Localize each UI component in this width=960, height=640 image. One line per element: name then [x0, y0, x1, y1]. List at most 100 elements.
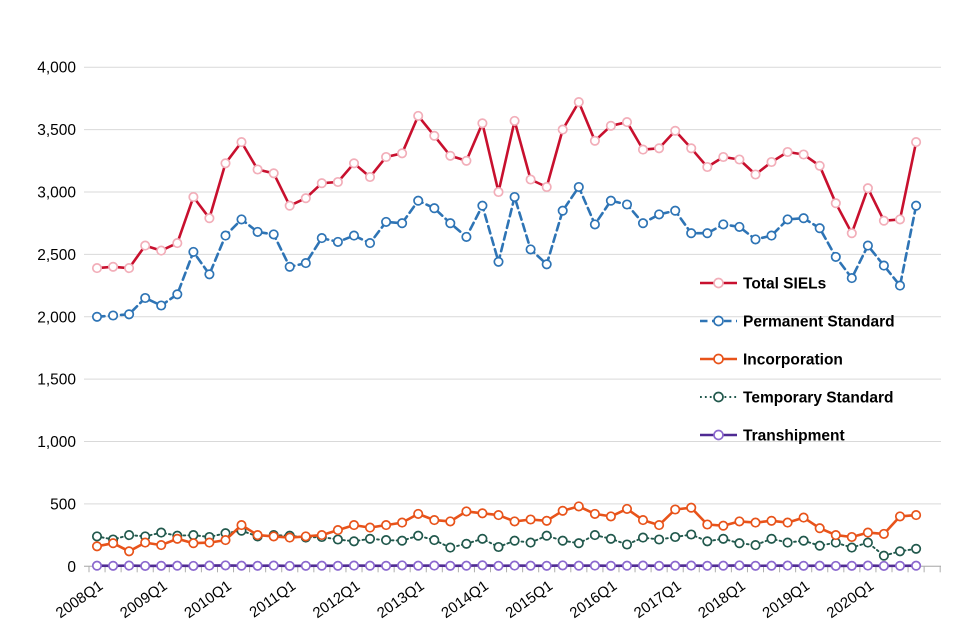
- legend-marker: [713, 315, 724, 327]
- data-point-permanent-standard: [830, 251, 841, 262]
- data-point-transhipment: [830, 560, 841, 571]
- data-point-temporary-standard: [573, 538, 584, 549]
- data-point-temporary-standard: [477, 533, 488, 544]
- data-point-transhipment: [734, 560, 745, 571]
- data-point-permanent-standard: [734, 221, 745, 232]
- data-point-incorporation: [381, 520, 392, 531]
- data-point-total-siels: [718, 151, 729, 163]
- data-point-temporary-standard: [364, 533, 376, 544]
- data-point-temporary-standard: [911, 543, 922, 554]
- x-axis-tick-label: 2010Q1: [181, 577, 234, 622]
- data-point-transhipment: [605, 560, 616, 571]
- data-point-transhipment: [461, 560, 472, 571]
- data-point-temporary-standard: [766, 533, 777, 544]
- data-point-transhipment: [846, 560, 857, 571]
- y-axis-tick-label: 4,000: [37, 60, 76, 77]
- data-point-permanent-standard: [605, 195, 616, 206]
- data-point-transhipment: [702, 560, 713, 571]
- y-axis-tick-label: 500: [50, 496, 76, 513]
- data-point-permanent-standard: [332, 236, 343, 247]
- data-point-temporary-standard: [461, 538, 472, 549]
- data-point-incorporation: [718, 520, 729, 531]
- data-point-permanent-standard: [204, 269, 215, 280]
- data-point-total-siels: [798, 149, 809, 160]
- legend-item-incorporation: Incorporation: [700, 352, 843, 369]
- data-point-temporary-standard: [509, 535, 520, 546]
- data-point-incorporation: [300, 531, 311, 542]
- data-point-temporary-standard: [381, 535, 392, 546]
- data-point-transhipment: [541, 560, 552, 571]
- data-point-incorporation: [91, 541, 103, 552]
- legend-label: Temporary Standard: [743, 390, 893, 407]
- data-point-transhipment: [878, 560, 889, 571]
- data-point-total-siels: [525, 174, 536, 185]
- data-point-incorporation: [509, 516, 520, 527]
- data-point-temporary-standard: [862, 537, 873, 548]
- series-line-permanent-standard: [95, 185, 918, 319]
- data-point-permanent-standard: [268, 229, 279, 240]
- data-point-transhipment: [621, 560, 633, 571]
- series-line-transhipment: [95, 563, 918, 568]
- data-point-total-siels: [686, 143, 697, 154]
- data-point-incorporation: [316, 530, 327, 541]
- data-point-permanent-standard: [766, 230, 777, 241]
- data-point-temporary-standard: [718, 533, 729, 544]
- data-point-incorporation: [846, 531, 857, 543]
- data-point-permanent-standard: [702, 228, 713, 239]
- data-point-transhipment: [140, 560, 151, 571]
- data-point-temporary-standard: [91, 531, 103, 542]
- x-axis-tick-label: 2011Q1: [246, 577, 299, 621]
- y-axis-tick-label: 1,500: [37, 372, 76, 389]
- data-point-transhipment: [862, 560, 873, 571]
- data-point-transhipment: [718, 560, 729, 571]
- data-point-incorporation: [911, 510, 922, 521]
- legend-label: Permanent Standard: [743, 314, 895, 331]
- data-point-transhipment: [364, 560, 376, 571]
- legend-marker: [713, 277, 724, 289]
- data-point-transhipment: [91, 560, 103, 571]
- data-point-incorporation: [862, 527, 873, 538]
- data-point-incorporation: [140, 537, 151, 548]
- data-point-permanent-standard: [348, 230, 360, 241]
- data-point-transhipment: [156, 560, 167, 571]
- data-point-total-siels: [268, 168, 279, 179]
- data-point-temporary-standard: [894, 546, 906, 557]
- data-point-temporary-standard: [637, 532, 649, 543]
- data-point-temporary-standard: [124, 530, 135, 541]
- data-point-total-siels: [172, 238, 183, 249]
- data-point-incorporation: [332, 525, 343, 536]
- data-point-permanent-standard: [637, 218, 649, 229]
- data-point-total-siels: [654, 143, 665, 154]
- data-point-incorporation: [268, 531, 279, 542]
- data-point-temporary-standard: [493, 541, 504, 553]
- data-point-temporary-standard: [750, 540, 761, 551]
- data-point-incorporation: [156, 540, 167, 551]
- data-point-temporary-standard: [846, 542, 857, 553]
- data-point-permanent-standard: [686, 228, 697, 239]
- data-point-transhipment: [268, 560, 279, 571]
- data-point-incorporation: [621, 503, 633, 514]
- x-axis-tick-label: 2016Q1: [567, 577, 620, 622]
- data-point-permanent-standard: [557, 205, 568, 216]
- data-point-total-siels: [461, 155, 472, 166]
- data-point-total-siels: [589, 135, 600, 146]
- data-point-temporary-standard: [878, 550, 889, 561]
- data-point-permanent-standard: [220, 230, 231, 241]
- data-point-incorporation: [220, 535, 231, 546]
- data-point-incorporation: [108, 538, 119, 549]
- legend-marker: [713, 391, 724, 403]
- data-point-incorporation: [814, 523, 825, 534]
- data-point-total-siels: [236, 137, 247, 148]
- data-point-total-siels: [878, 215, 889, 226]
- legend-marker: [713, 429, 724, 441]
- data-point-incorporation: [589, 508, 600, 519]
- data-point-permanent-standard: [124, 309, 135, 320]
- data-point-temporary-standard: [332, 534, 343, 545]
- data-point-transhipment: [348, 560, 360, 571]
- data-point-permanent-standard: [156, 300, 167, 311]
- data-point-incorporation: [878, 528, 889, 539]
- data-point-transhipment: [509, 560, 520, 571]
- data-point-total-siels: [846, 228, 857, 239]
- data-point-transhipment: [220, 560, 231, 571]
